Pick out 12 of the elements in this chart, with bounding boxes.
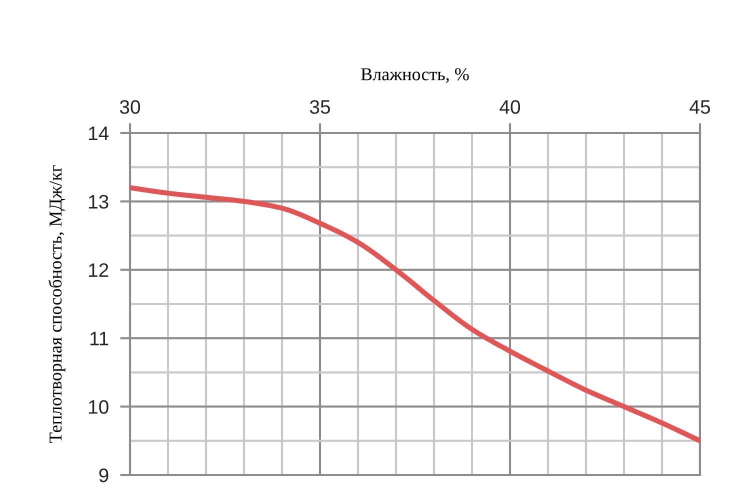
- y-tick-label: 11: [90, 332, 108, 346]
- y-tick-label: 12: [89, 263, 108, 277]
- y-tick-label: 14: [89, 126, 109, 140]
- y-tick-label: 10: [89, 400, 108, 414]
- y-tick-label: 9: [99, 468, 108, 482]
- x-tick-label: 30: [120, 100, 140, 114]
- y-tick-label: 13: [89, 194, 108, 209]
- x-tick-label: 35: [310, 100, 330, 114]
- y-axis-title: Теплотворная способность, МДж/кг: [48, 165, 66, 443]
- x-tick-label: 45: [690, 100, 710, 114]
- x-tick-label: 40: [500, 100, 520, 114]
- x-axis-title: Влажность, %: [361, 68, 469, 83]
